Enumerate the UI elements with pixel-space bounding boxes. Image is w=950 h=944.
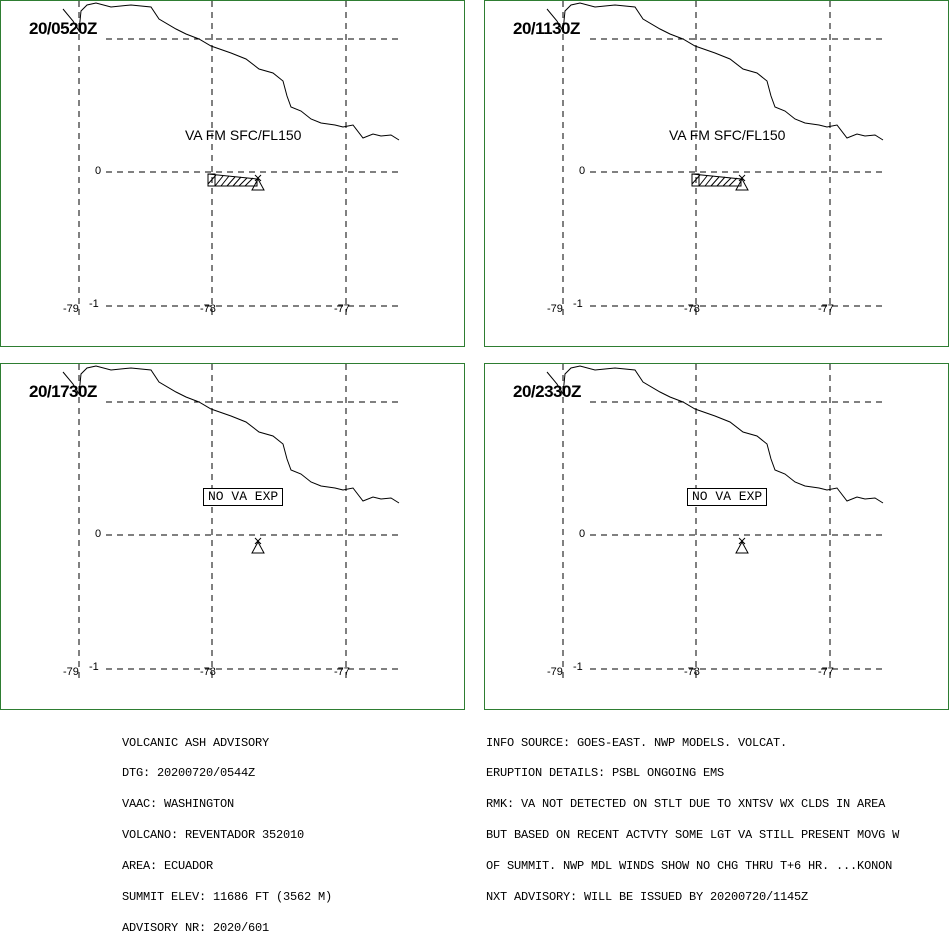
advisory-line: VOLCANO: REVENTADOR 352010 — [122, 828, 305, 843]
lat-minus1-label: -1 — [573, 298, 583, 310]
lon-79-label: -79 — [63, 666, 79, 678]
lon-78-label: -78 — [684, 303, 700, 315]
advisory-line: RMK: VA NOT DETECTED ON STLT DUE TO XNTS… — [486, 797, 886, 812]
lon-78-label: -78 — [200, 666, 216, 678]
no-va-label: NO VA EXP — [203, 488, 284, 506]
lon-78-label: -78 — [684, 666, 700, 678]
coastline — [62, 365, 400, 504]
advisory-line: ADVISORY NR: 2020/601 — [122, 920, 270, 935]
advisory-line: ERUPTION DETAILS: PSBL ONGOING EMS — [486, 766, 725, 781]
valid-time: 20/2330Z — [513, 382, 581, 401]
map-canvas — [62, 1, 400, 316]
advisory-line: DTG: 20200720/0544Z — [122, 766, 256, 781]
coastline — [62, 2, 400, 141]
advisory-line: VOLCANIC ASH ADVISORY — [122, 735, 270, 750]
map-panel-2: 20/1130Z VA FM SFC/FL150 0 -1 -79 -78 -7… — [484, 0, 949, 347]
coastline — [546, 365, 884, 504]
ash-polygon — [207, 173, 258, 187]
map-canvas — [62, 364, 400, 679]
advisory-line: VAAC: WASHINGTON — [122, 797, 235, 812]
lon-79-label: -79 — [547, 666, 563, 678]
advisory-line: SUMMIT ELEV: 11686 FT (3562 M) — [122, 890, 333, 905]
map-panel-3: 20/1730Z NO VA EXP 0 -1 -79 -78 -77 — [0, 363, 465, 710]
lon-78-label: -78 — [200, 303, 216, 315]
lon-77-label: -77 — [334, 303, 350, 315]
advisory-remarks-block: INFO SOURCE: GOES-EAST. NWP MODELS. VOLC… — [486, 717, 899, 913]
no-va-label: NO VA EXP — [687, 488, 768, 506]
lon-77-label: -77 — [818, 666, 834, 678]
volcano-icon — [251, 174, 265, 191]
lat-0-label: 0 — [95, 528, 102, 540]
volcano-icon — [251, 537, 265, 554]
map-panel-1: 20/0520Z VA FM SFC/FL150 0 -1 -79 -78 -7… — [0, 0, 465, 347]
volcano-icon — [735, 174, 749, 191]
ash-polygon — [691, 173, 742, 187]
advisory-line: BUT BASED ON RECENT ACTVTY SOME LGT VA S… — [486, 828, 900, 843]
lon-79-label: -79 — [63, 303, 79, 315]
advisory-line: OF SUMMIT. NWP MDL WINDS SHOW NO CHG THR… — [486, 859, 893, 874]
lat-0-label: 0 — [95, 165, 102, 177]
lat-0-label: 0 — [579, 528, 586, 540]
va-level-label: VA FM SFC/FL150 — [185, 127, 302, 143]
lat-minus1-label: -1 — [89, 661, 99, 673]
volcano-icon — [735, 537, 749, 554]
lon-77-label: -77 — [334, 666, 350, 678]
lat-0-label: 0 — [579, 165, 586, 177]
lat-minus1-label: -1 — [89, 298, 99, 310]
map-canvas — [546, 1, 884, 316]
advisory-line: INFO SOURCE: GOES-EAST. NWP MODELS. VOLC… — [486, 735, 788, 750]
valid-time: 20/0520Z — [29, 19, 97, 38]
advisory-line: NXT ADVISORY: WILL BE ISSUED BY 20200720… — [486, 890, 809, 905]
va-level-label: VA FM SFC/FL150 — [669, 127, 786, 143]
map-canvas — [546, 364, 884, 679]
valid-time: 20/1730Z — [29, 382, 97, 401]
map-panel-4: 20/2330Z NO VA EXP 0 -1 -79 -78 -77 — [484, 363, 949, 710]
lat-minus1-label: -1 — [573, 661, 583, 673]
lon-79-label: -79 — [547, 303, 563, 315]
advisory-line: AREA: ECUADOR — [122, 859, 214, 874]
coastline — [546, 2, 884, 141]
advisory-header-block: VOLCANIC ASH ADVISORY DTG: 20200720/0544… — [122, 717, 332, 944]
lon-77-label: -77 — [818, 303, 834, 315]
valid-time: 20/1130Z — [513, 19, 580, 38]
